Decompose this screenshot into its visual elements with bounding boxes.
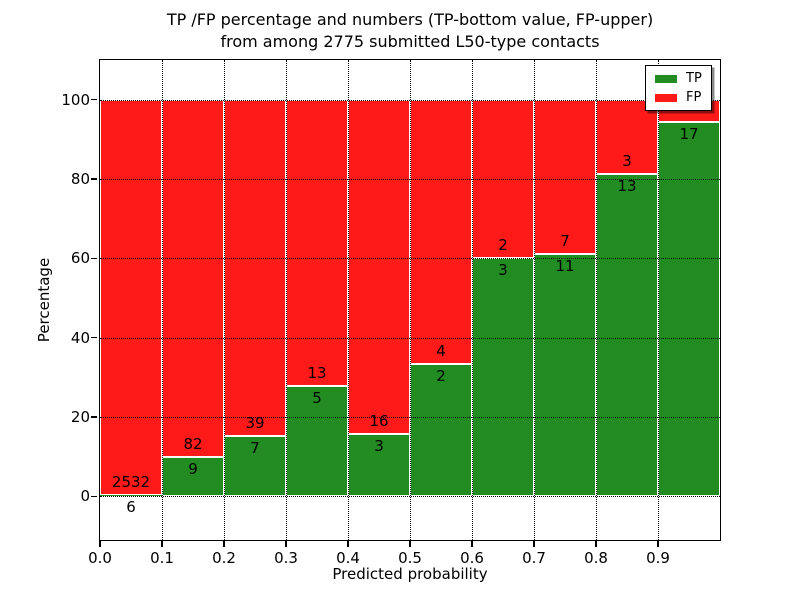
tp-count-label: 13 [617, 177, 637, 196]
x-tick-label: 0.4 [336, 549, 360, 567]
bar-fp-segment [348, 99, 410, 434]
vgrid-line [162, 60, 163, 540]
y-tick-label: 80 [70, 170, 90, 188]
tp-count-label: 6 [126, 498, 136, 517]
fp-count-label: 16 [369, 411, 389, 430]
vgrid-line [286, 60, 287, 540]
x-tick [409, 541, 411, 547]
fp-count-label: 7 [560, 231, 570, 250]
x-tick-label: 0.7 [522, 549, 546, 567]
bar-fp-segment [162, 99, 224, 458]
bar-fp-segment [534, 99, 596, 254]
chart-title-line2: from among 2775 submitted L50-type conta… [220, 32, 600, 51]
vgrid-line [596, 60, 597, 540]
fp-count-label: 2 [498, 236, 508, 255]
legend-item-fp: FP [655, 91, 702, 104]
x-tick-label: 0.5 [398, 549, 422, 567]
vgrid-line [534, 60, 535, 540]
bar-fp-segment [410, 99, 472, 365]
bar-tp-segment [286, 386, 348, 497]
y-tick [91, 416, 97, 418]
x-tick [285, 541, 287, 547]
tp-count-label: 17 [679, 124, 699, 143]
bar-tp-segment [534, 253, 596, 497]
y-tick-label: 60 [70, 249, 90, 268]
tp-swatch-icon [655, 74, 677, 83]
x-tick [347, 541, 349, 547]
x-tick-label: 0.1 [150, 549, 174, 567]
tp-count-label: 2 [436, 367, 446, 386]
x-tick-label: 0.8 [584, 549, 608, 567]
x-tick-label: 0.6 [460, 549, 484, 567]
tp-count-label: 11 [555, 256, 575, 275]
x-tick-label: 0.0 [88, 549, 112, 567]
tp-count-label: 3 [498, 261, 508, 280]
chart-title: TP /FP percentage and numbers (TP-bottom… [100, 9, 720, 53]
x-tick-label: 0.3 [274, 549, 298, 567]
fp-count-label: 39 [245, 413, 265, 432]
tp-count-label: 9 [188, 460, 198, 479]
vgrid-line [224, 60, 225, 540]
fp-count-label: 3 [622, 152, 632, 171]
x-tick [533, 541, 535, 547]
vgrid-line [410, 60, 411, 540]
x-tick [471, 541, 473, 547]
bar-tp-segment [472, 258, 534, 497]
y-tick [91, 98, 97, 101]
vgrid-line [658, 60, 659, 540]
vgrid-line [348, 60, 349, 540]
y-tick-label: 100 [61, 90, 90, 109]
x-tick [595, 541, 597, 547]
y-tick [91, 178, 97, 180]
legend-item-tp: TP [655, 72, 702, 85]
tp-count-label: 3 [374, 436, 384, 455]
bar-fp-segment [286, 99, 348, 387]
vgrid-line [472, 60, 473, 540]
bar-tp-segment [224, 435, 286, 497]
y-tick-label: 20 [70, 408, 90, 427]
bar-fp-segment [100, 99, 162, 496]
fp-count-label: 82 [183, 435, 203, 454]
x-tick [161, 541, 163, 547]
x-tick-label: 0.9 [646, 549, 670, 567]
y-tick-label: 0 [80, 487, 90, 506]
fp-count-label: 2532 [111, 473, 151, 492]
y-tick-label: 40 [70, 328, 90, 347]
legend-label-fp: FP [686, 90, 702, 105]
tp-count-label: 5 [312, 389, 322, 408]
x-tick [657, 541, 659, 547]
legend: TP FP [645, 65, 712, 111]
chart-title-line1: TP /FP percentage and numbers (TP-bottom… [166, 10, 654, 29]
plot-area: TP FP 2532 6 82 9 39 7 13 5 16 3 4 2 2 3 7 11 3 13 17 0 20 40… [61, 59, 721, 567]
y-tick [91, 336, 97, 339]
bar-tp-segment [658, 121, 720, 497]
x-tick [99, 541, 101, 547]
y-tick [91, 257, 97, 260]
fp-count-label: 13 [307, 364, 327, 383]
bar-tp-segment [100, 495, 162, 497]
bar-tp-segment [596, 174, 658, 497]
y-tick [91, 495, 97, 498]
fp-swatch-icon [655, 93, 677, 102]
fp-count-label: 4 [436, 342, 446, 361]
x-tick [223, 541, 225, 547]
bar-fp-segment [224, 99, 286, 436]
legend-label-tp: TP [686, 71, 702, 86]
x-axis-label: Predicted probability [332, 565, 488, 583]
tp-count-label: 7 [250, 438, 260, 457]
x-tick-label: 0.2 [212, 549, 236, 567]
